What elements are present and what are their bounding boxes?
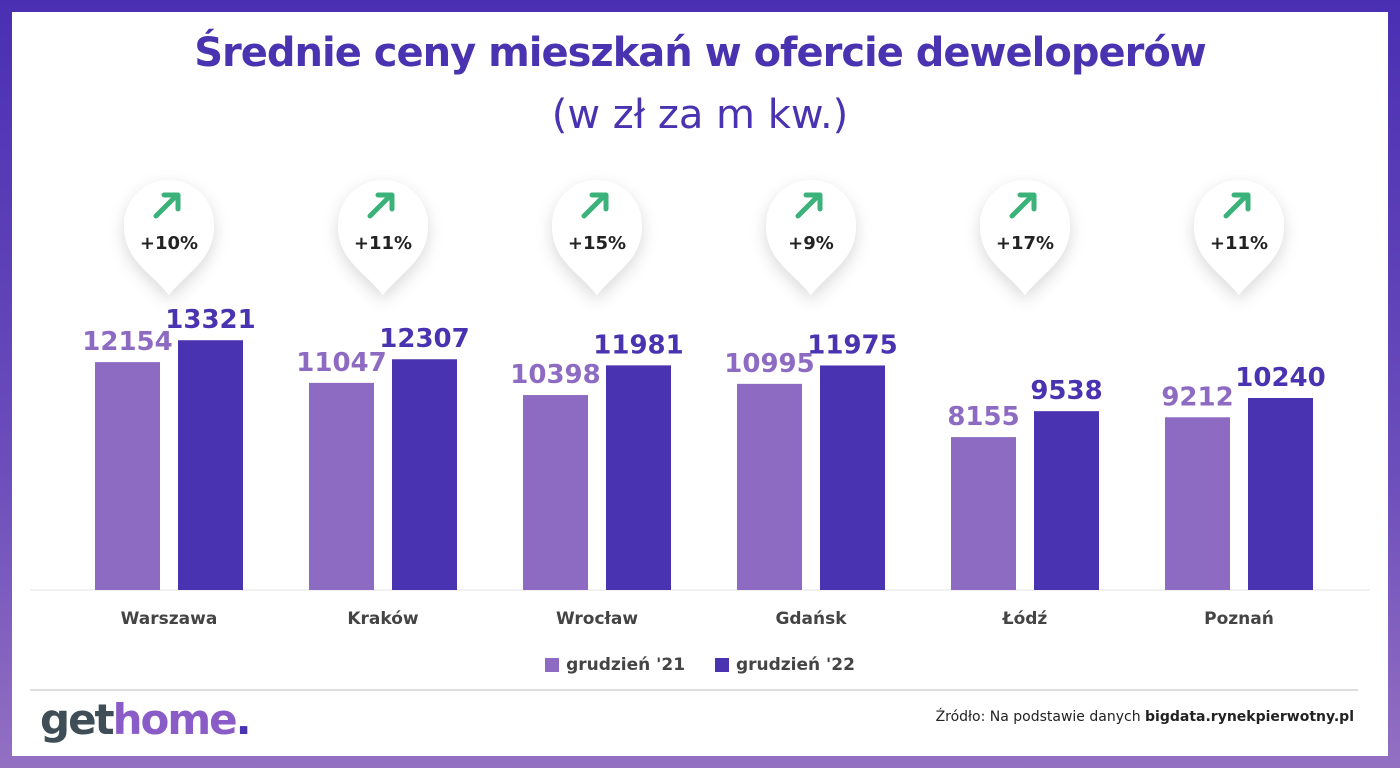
bar (178, 340, 243, 590)
chart-title: Średnie ceny mieszkań w ofercie dewelope… (194, 30, 1207, 76)
bubble-shape (980, 180, 1070, 295)
bar (523, 395, 588, 590)
bar (95, 362, 160, 590)
arrow-up-right-icon (1223, 192, 1251, 219)
data-label: 11047 (296, 348, 386, 378)
legend-item-2022: grudzień '22 (714, 655, 855, 675)
bar (1034, 411, 1099, 590)
category-label: Warszawa (121, 609, 218, 629)
change-bubble: +10% (124, 180, 214, 295)
arrow-up-right-icon (1009, 192, 1037, 219)
category-label: Poznań (1204, 609, 1274, 629)
data-label: 10398 (510, 360, 600, 390)
change-bubble: +17% (980, 180, 1070, 295)
bar (606, 365, 671, 590)
change-bubble: +11% (1194, 180, 1284, 295)
bar (392, 359, 457, 590)
legend-item-2021: grudzień '21 (545, 655, 685, 675)
change-label: +17% (996, 233, 1054, 254)
chart-subtitle: (w zł za m kw.) (551, 92, 849, 138)
legend-swatch (714, 658, 729, 672)
gethome-logo: gethome. (40, 695, 252, 744)
arrow-up-right-icon (795, 192, 823, 219)
source-prefix: Źródło: Na podstawie danych (935, 709, 1146, 725)
bubble-shape (552, 180, 642, 295)
category-label: Wrocław (556, 609, 638, 629)
change-label: +11% (1210, 233, 1268, 254)
change-bubble: +15% (552, 180, 642, 295)
bubble-shape (1194, 180, 1284, 295)
bar (309, 382, 374, 590)
data-label: 12307 (379, 324, 469, 354)
legend-label: grudzień '22 (735, 655, 855, 675)
change-label: +11% (354, 233, 412, 254)
bubble-shape (766, 180, 856, 295)
change-label: +15% (568, 233, 626, 254)
arrow-up-right-icon (581, 192, 609, 219)
legend-label: grudzień '21 (566, 655, 686, 675)
data-label: 9538 (1030, 376, 1102, 406)
category-label: Kraków (347, 609, 419, 629)
data-label: 11975 (807, 330, 897, 360)
legend-swatch (545, 658, 560, 672)
source-link: bigdata.rynekpierwotny.pl (1145, 709, 1354, 725)
bubble-shape (124, 180, 214, 295)
data-label: 13321 (165, 305, 255, 335)
category-label: Gdańsk (775, 609, 847, 629)
change-label: +9% (788, 233, 834, 254)
data-label: 12154 (82, 327, 172, 357)
bar (951, 437, 1016, 590)
data-label: 8155 (947, 402, 1019, 432)
legend: grudzień '21 grudzień '22 (0, 655, 1400, 677)
category-label: Łódź (1002, 609, 1048, 629)
arrow-up-right-icon (367, 192, 395, 219)
bar (737, 383, 802, 590)
bubble-shape (338, 180, 428, 295)
arrow-up-right-icon (153, 192, 181, 219)
bar (1248, 398, 1313, 590)
divider (30, 689, 1358, 691)
bar (1165, 417, 1230, 590)
change-bubble: +9% (766, 180, 856, 295)
data-label: 10995 (724, 349, 814, 379)
data-label: 9212 (1161, 382, 1233, 412)
source-note: Źródło: Na podstawie danych bigdata.ryne… (936, 709, 1354, 725)
bar (820, 365, 885, 590)
data-label: 10240 (1235, 363, 1325, 393)
change-label: +10% (140, 233, 198, 254)
data-label: 11981 (593, 330, 683, 360)
change-bubble: +11% (338, 180, 428, 295)
